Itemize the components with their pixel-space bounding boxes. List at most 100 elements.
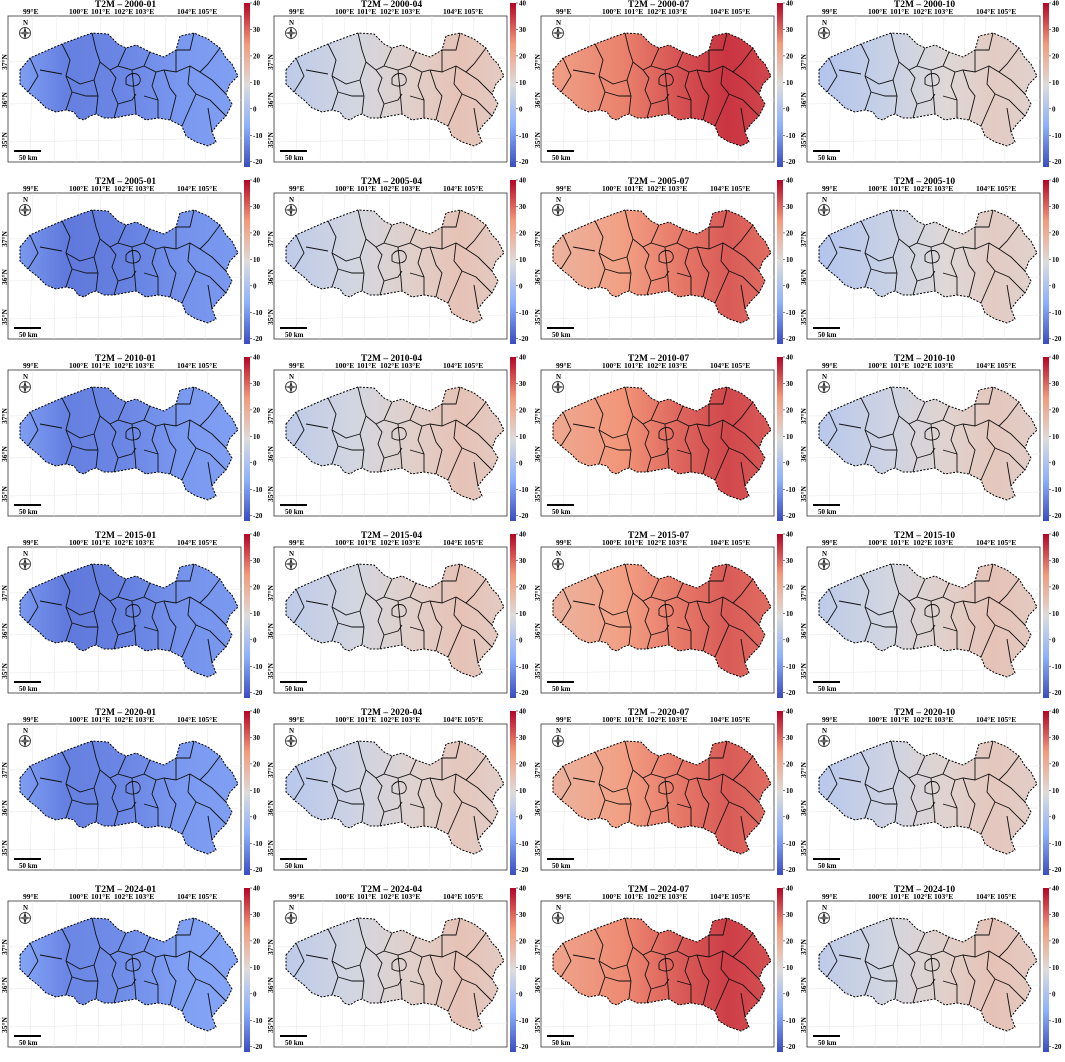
region-boundary <box>818 917 1038 1032</box>
colorbar-tick-label: 0 <box>1052 282 1056 290</box>
colorbar-tick-label: -10 <box>786 840 796 848</box>
admin-boundary <box>714 242 730 304</box>
admin-boundary <box>650 801 670 813</box>
longitude-label: 101°E <box>890 184 909 193</box>
colorbar-tick-label: 10 <box>1052 610 1060 618</box>
map-panel: T2M – 2024-01 99°E 100°E 101°E 102°E 103°E 104… <box>0 885 266 1062</box>
admin-boundary <box>924 958 940 972</box>
colorbar-tick-label: -20 <box>253 866 263 874</box>
compass-icon: N <box>18 196 32 217</box>
colorbar-tick-label: -10 <box>253 1017 263 1025</box>
colorbar-tick-label: 40 <box>786 0 794 8</box>
admin-boundary <box>131 600 137 646</box>
colorbar-tick-label: 20 <box>519 406 527 414</box>
admin-boundary <box>391 73 407 87</box>
longitude-label: 100°E <box>335 538 354 547</box>
map-panel: T2M – 2010-04 99°E 100°E 101°E 102°E 103°E 104… <box>266 354 532 531</box>
admin-boundary <box>714 773 730 835</box>
admin-boundary <box>125 73 141 87</box>
admin-boundary <box>65 75 95 85</box>
scale-bar-label: 50 km <box>818 508 837 516</box>
longitude-label: 99°E <box>289 715 305 724</box>
admin-boundary <box>642 777 652 827</box>
colorbar-tick-label: 0 <box>786 105 790 113</box>
admin-boundary <box>892 946 900 1000</box>
longitude-label: 102°E <box>114 7 133 16</box>
admin-boundary <box>151 956 159 1003</box>
colorbar <box>1043 180 1049 344</box>
admin-boundary <box>916 801 936 813</box>
colorbar-tick-label: -10 <box>786 663 796 671</box>
admin-boundary <box>143 803 159 809</box>
longitude-label: 100°E <box>69 184 88 193</box>
colorbar-tick-label: 20 <box>519 52 527 60</box>
admin-boundary <box>998 602 1026 626</box>
longitude-label: 101°E <box>91 7 110 16</box>
admin-boundary <box>916 447 936 459</box>
longitude-label: 99°E <box>289 361 305 370</box>
admin-boundary <box>740 461 746 487</box>
admin-boundary <box>409 272 425 278</box>
map-svg: 99°E 100°E 101°E 102°E 103°E 104°E 105°E 37°N 36… <box>0 531 263 698</box>
compass-north-label: N <box>556 373 561 381</box>
colorbar-tick-label: 40 <box>519 354 527 362</box>
admin-boundary <box>176 741 195 759</box>
admin-boundary <box>864 606 894 616</box>
compass-north-label: N <box>289 19 294 27</box>
admin-boundary <box>626 592 634 646</box>
longitude-label: 103°E <box>401 892 420 901</box>
colorbar-tick-label: 20 <box>786 937 794 945</box>
colorbar-tick-label: 40 <box>786 885 794 893</box>
map-panel: T2M – 2000-07 99°E 100°E 101°E 102°E 103°E 104… <box>533 0 799 177</box>
admin-boundary <box>176 33 195 51</box>
admin-boundary <box>337 622 364 628</box>
region-boundary <box>19 386 239 501</box>
longitude-label: 102°E <box>647 7 666 16</box>
admin-boundary <box>709 918 728 936</box>
admin-boundary <box>117 759 151 779</box>
longitude-label: 99°E <box>23 361 39 370</box>
admin-boundary <box>676 449 692 455</box>
admin-boundary <box>181 242 197 304</box>
admin-boundary <box>143 449 159 455</box>
map-panel: T2M – 2005-04 99°E 100°E 101°E 102°E 103°E 104… <box>266 177 532 354</box>
admin-boundary <box>924 73 940 87</box>
longitude-label: 105°E <box>997 7 1016 16</box>
panel-title: T2M – 2020-04 <box>360 708 423 718</box>
panel-title: T2M – 2010-01 <box>94 354 157 364</box>
longitude-label: 100°E <box>335 7 354 16</box>
colorbar-tick-label: 0 <box>519 105 523 113</box>
longitude-label: 99°E <box>23 715 39 724</box>
admin-boundary <box>962 423 976 475</box>
admin-boundary <box>975 564 994 582</box>
admin-boundary <box>176 564 195 582</box>
longitude-label: 103°E <box>668 892 687 901</box>
longitude-label: 100°E <box>868 361 887 370</box>
colorbar-tick-label: 20 <box>786 583 794 591</box>
admin-boundary <box>337 976 364 982</box>
admin-boundary <box>305 423 329 429</box>
admin-boundary <box>383 405 417 425</box>
admin-boundary <box>181 65 197 127</box>
colorbar-tick-label: 30 <box>786 26 794 34</box>
admin-boundary <box>924 604 940 618</box>
latitude-label: 37°N <box>266 54 275 70</box>
colorbar-tick-label: 0 <box>253 459 257 467</box>
panel-title: T2M – 2005-01 <box>94 177 157 187</box>
latitude-label: 37°N <box>533 762 542 778</box>
colorbar-tick-label: -10 <box>253 663 263 671</box>
admin-boundary <box>1006 815 1012 841</box>
admin-boundary <box>91 33 127 71</box>
longitude-label: 105°E <box>997 892 1016 901</box>
longitude-label: 103°E <box>135 361 154 370</box>
admin-boundary <box>826 588 838 624</box>
admin-boundary <box>598 960 628 970</box>
admin-boundary <box>151 779 159 826</box>
latitude-label: 37°N <box>799 54 808 70</box>
longitude-label: 100°E <box>868 715 887 724</box>
admin-boundary <box>39 777 63 783</box>
longitude-label: 104°E <box>177 715 196 724</box>
longitude-label: 105°E <box>997 361 1016 370</box>
admin-boundary <box>604 91 631 97</box>
admin-boundary <box>305 954 329 960</box>
